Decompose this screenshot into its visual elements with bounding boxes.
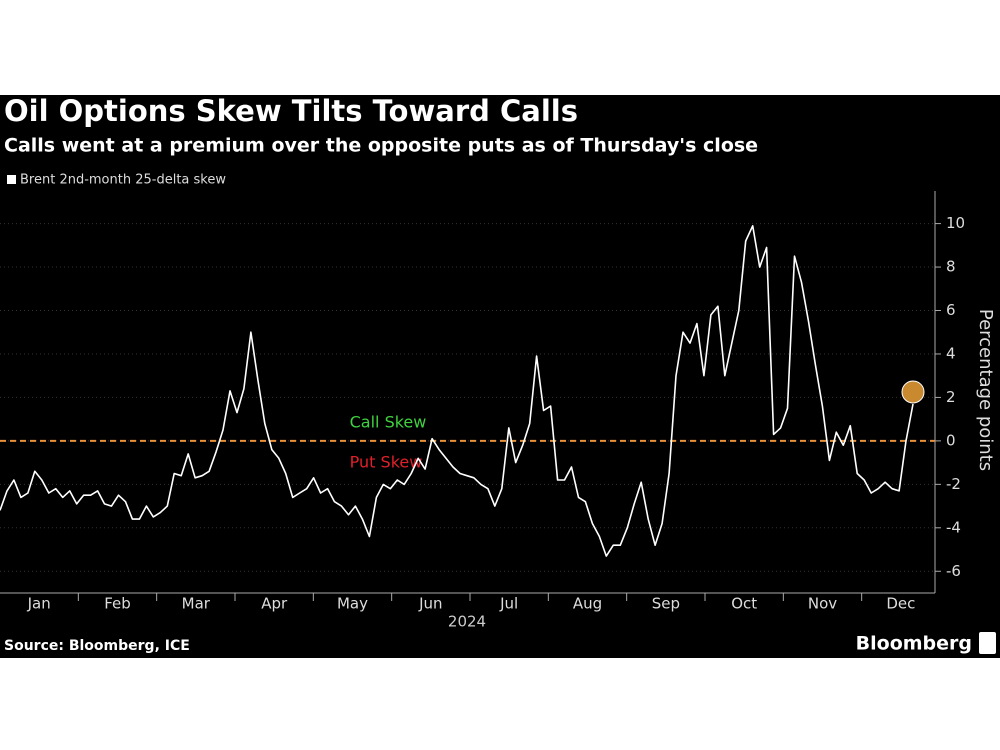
source: Source: Bloomberg, ICE	[4, 638, 190, 654]
x-tick-label: Nov	[808, 595, 837, 613]
x-tick-label: Apr	[261, 595, 288, 613]
y-tick-label: 8	[946, 258, 956, 276]
x-tick-label: Aug	[573, 595, 602, 613]
y-tick-label: -2	[946, 475, 961, 493]
end-marker	[901, 380, 925, 404]
chart-subtitle: Calls went at a premium over the opposit…	[4, 135, 758, 157]
x-tick-label: Sep	[652, 595, 680, 613]
x-tick-label: Feb	[104, 595, 131, 613]
background	[0, 95, 1000, 658]
x-tick-label: Mar	[182, 595, 211, 613]
x-tick-label: Oct	[731, 595, 757, 613]
brand: Bloomberg	[856, 633, 972, 655]
y-tick-label: 6	[946, 301, 956, 319]
x-tick-label: Dec	[886, 595, 915, 613]
annotation: Call Skew	[350, 412, 427, 431]
brand-icon	[979, 632, 996, 654]
y-tick-label: 0	[946, 431, 956, 449]
y-tick-label: -4	[946, 518, 961, 536]
x-tick-label: Jun	[418, 595, 442, 613]
x-tick-label: Jan	[27, 595, 51, 613]
y-axis-label: Percentage points	[975, 309, 996, 471]
series-line	[0, 225, 914, 557]
y-tick-label: 2	[946, 388, 956, 406]
legend-swatch	[7, 175, 16, 184]
x-axis-label: 2024	[448, 613, 486, 631]
x-tick-label: Jul	[499, 595, 518, 613]
y-tick-label: 10	[946, 214, 965, 232]
y-tick-label: 4	[946, 344, 956, 362]
x-tick-label: May	[337, 595, 368, 613]
chart-title: Oil Options Skew Tilts Toward Calls	[4, 94, 578, 128]
annotation: Put Skew	[350, 452, 423, 471]
y-tick-label: -6	[946, 562, 961, 580]
legend-label: Brent 2nd-month 25-delta skew	[20, 173, 226, 188]
